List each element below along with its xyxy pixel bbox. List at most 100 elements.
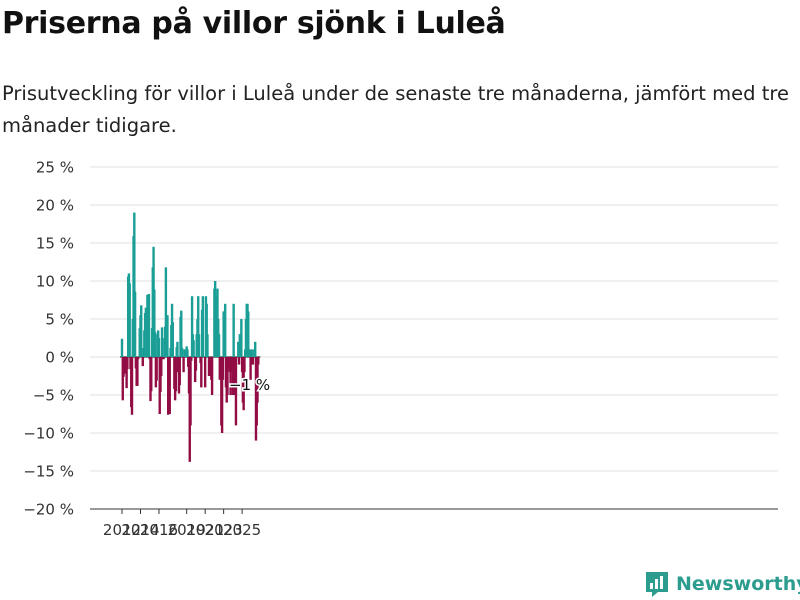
x-tick-label: 2014 — [121, 521, 159, 539]
bar — [150, 357, 153, 392]
bar — [153, 289, 156, 357]
bar — [194, 357, 198, 371]
y-tick-label: 20 % — [36, 197, 74, 215]
y-tick-label: 10 % — [36, 273, 74, 291]
bar — [141, 357, 144, 367]
bar — [237, 341, 240, 357]
bar — [201, 296, 205, 357]
bar — [176, 341, 179, 357]
bar — [240, 319, 243, 357]
bar — [192, 340, 195, 357]
bar — [250, 357, 253, 365]
bar — [250, 349, 254, 357]
y-axis-tick-labels: 25 % 20 % 15 % 10 % 5 % 0 % −5 % −10 % −15 % −20 … — [23, 159, 74, 519]
bar — [136, 357, 139, 386]
bar — [171, 322, 175, 357]
bar — [247, 311, 250, 357]
y-tick-label: −15 % — [23, 463, 74, 481]
bar — [140, 305, 143, 357]
bar — [214, 296, 218, 357]
bar — [178, 357, 181, 386]
x-tick-label: 2023 — [205, 521, 243, 539]
bar — [160, 357, 163, 376]
bar — [144, 307, 148, 357]
bar — [237, 357, 241, 365]
y-tick-label: 0 % — [45, 349, 74, 367]
bar — [229, 357, 232, 395]
x-tick-label: 2019 — [168, 521, 206, 539]
bar — [232, 303, 235, 357]
bar — [128, 283, 131, 357]
bar — [197, 334, 201, 357]
newsworthy-logo-icon — [646, 572, 668, 597]
bar — [180, 347, 184, 357]
bar — [203, 357, 207, 388]
bar — [130, 357, 134, 415]
bar — [133, 291, 137, 357]
y-tick-label: −10 % — [23, 425, 74, 443]
bar — [157, 338, 161, 357]
bar — [257, 357, 260, 365]
bar — [153, 331, 157, 357]
bar — [220, 357, 224, 433]
bar — [155, 357, 158, 381]
y-tick-label: 15 % — [36, 235, 74, 253]
y-tick-label: −20 % — [23, 501, 74, 519]
bar — [243, 357, 246, 373]
bar — [133, 212, 136, 357]
newsworthy-logo[interactable]: Newsworthy — [644, 570, 800, 598]
bar — [168, 357, 171, 414]
bar — [160, 327, 164, 357]
bar — [189, 357, 192, 426]
bar — [256, 357, 259, 403]
bar — [186, 349, 189, 357]
chart-subtitle: Prisutveckling för villor i Luleå under … — [2, 82, 789, 137]
x-tick-label: 2016 — [140, 521, 178, 539]
bar — [190, 357, 193, 361]
bar — [182, 357, 185, 373]
bar — [126, 357, 129, 370]
x-tick-label: 2021 — [186, 521, 224, 539]
bar — [249, 357, 252, 380]
bar — [164, 267, 168, 357]
bar — [248, 349, 252, 357]
value-annotation: −1 % — [229, 376, 270, 394]
bar — [162, 357, 165, 360]
brand-name: Newsworthy — [676, 573, 800, 595]
bar — [205, 303, 208, 357]
bar — [218, 357, 221, 380]
bar — [207, 357, 211, 376]
x-tick-label: 2025 — [223, 521, 261, 539]
bar — [120, 338, 124, 357]
bar — [210, 357, 214, 395]
annotations: −1 % — [228, 375, 272, 396]
bar — [174, 357, 178, 392]
bar — [147, 293, 151, 357]
bar — [234, 357, 238, 426]
bar — [121, 357, 124, 401]
y-tick-label: −5 % — [33, 387, 74, 405]
bar — [254, 341, 257, 357]
bar — [180, 310, 183, 357]
bar — [217, 334, 221, 357]
bars — [120, 212, 260, 462]
bar — [231, 357, 235, 395]
bar — [251, 357, 255, 365]
bar — [226, 357, 229, 395]
bar — [206, 334, 209, 357]
x-tick-label: 2012 — [103, 521, 141, 539]
bar — [167, 357, 170, 415]
bar-chart: 25 % 20 % 15 % 10 % 5 % 0 % −5 % −10 % −15 % −20 … — [23, 159, 778, 539]
bar — [190, 296, 194, 357]
bar — [242, 357, 245, 411]
y-tick-label: 25 % — [36, 159, 74, 177]
bar — [200, 357, 203, 388]
bar — [166, 315, 169, 357]
chart-title: Priserna på villor sjönk i Luleå — [2, 6, 506, 41]
bar — [221, 357, 225, 380]
bar — [136, 357, 140, 360]
bar — [125, 357, 128, 389]
bar — [223, 303, 227, 357]
bar — [140, 355, 144, 357]
